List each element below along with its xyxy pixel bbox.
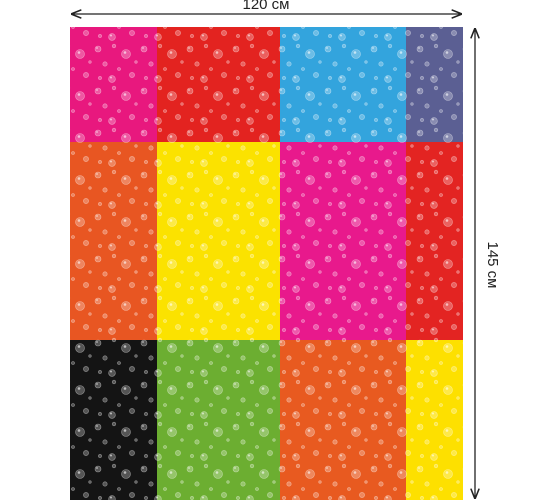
height-label: 145 см — [484, 241, 501, 288]
water-drops — [70, 27, 463, 500]
width-label: 120 см — [242, 0, 289, 13]
tile-grid — [70, 27, 463, 500]
